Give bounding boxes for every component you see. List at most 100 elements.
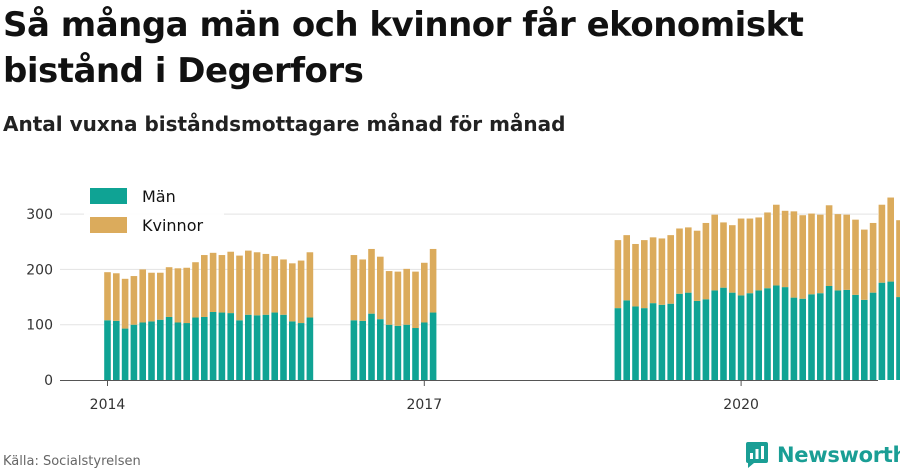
bar-män [685, 292, 692, 380]
bar-kvinnor [139, 269, 146, 323]
y-tick-label: 100 [26, 318, 53, 334]
bar-män [368, 313, 375, 380]
bar-kvinnor [676, 228, 683, 294]
bar-män [729, 292, 736, 380]
bar-män [174, 322, 182, 380]
bar-kvinnor [227, 251, 234, 314]
chart-title: Så många män och kvinnor får ekonomiskt … [3, 5, 804, 91]
bar-män [157, 319, 164, 380]
bar-män [165, 316, 173, 380]
legend: Män Kvinnor [84, 182, 224, 240]
bar-kvinnor [641, 240, 648, 309]
x-tick-label: 2020 [723, 397, 759, 413]
bar-kvinnor [720, 222, 727, 288]
x-tick-label: 2014 [90, 397, 126, 413]
bar-kvinnor [852, 219, 859, 295]
bar-kvinnor [183, 267, 190, 324]
bar-män [641, 308, 648, 380]
bar-kvinnor [658, 238, 666, 305]
bar-kvinnor [306, 252, 314, 318]
bar-kvinnor [359, 259, 366, 321]
axes: 01002003002014201720202022 [26, 207, 878, 413]
bar-män [201, 316, 208, 380]
bar-kvinnor [289, 263, 296, 322]
bar-kvinnor [236, 255, 243, 321]
bar-kvinnor [614, 240, 622, 309]
bar-män [218, 312, 226, 380]
bar-män [746, 293, 754, 380]
bar-kvinnor [253, 252, 261, 316]
bar-män [852, 294, 859, 380]
bar-kvinnor [157, 272, 164, 320]
bar-män [764, 288, 771, 380]
bar-kvinnor [799, 215, 806, 299]
bar-kvinnor [165, 267, 173, 317]
bar-kvinnor [878, 204, 886, 283]
bar-män [869, 292, 877, 380]
legend-swatch-kvinnor [90, 217, 127, 233]
bar-kvinnor [623, 235, 630, 301]
bar-kvinnor [817, 214, 824, 294]
bar-män [711, 290, 718, 380]
bar-kvinnor [121, 278, 129, 329]
x-tick-label: 2017 [406, 397, 442, 413]
brand-name: Newsworthy [777, 443, 900, 467]
bar-kvinnor [148, 272, 155, 322]
bar-kvinnor [271, 256, 278, 313]
bar-kvinnor [843, 214, 850, 290]
bar-kvinnor [746, 218, 754, 294]
chart-subtitle: Antal vuxna biståndsmottagare månad för … [3, 112, 566, 136]
y-tick-label: 300 [26, 207, 53, 223]
bar-kvinnor [377, 256, 384, 320]
bar-män [271, 312, 278, 380]
bar-män [253, 315, 261, 380]
bar-män [737, 295, 745, 380]
bar-män [667, 303, 674, 380]
bar-män [297, 323, 305, 380]
bar-kvinnor [737, 218, 745, 296]
bar-män [130, 324, 138, 380]
bar-kvinnor [869, 222, 877, 293]
bar-män [183, 323, 190, 380]
bar-män [412, 328, 419, 380]
bar-män [755, 290, 762, 380]
y-tick-label: 0 [44, 373, 53, 389]
bar-män [896, 297, 900, 380]
bar-kvinnor [130, 276, 138, 325]
bar-män [377, 319, 384, 380]
bar-kvinnor [429, 248, 437, 313]
bar-kvinnor [693, 230, 701, 301]
bar-kvinnor [781, 210, 789, 288]
bar-män [861, 299, 868, 380]
bar-män [209, 311, 217, 380]
bar-kvinnor [192, 262, 199, 318]
bar-kvinnor [887, 197, 894, 282]
bar-kvinnor [350, 255, 358, 321]
bar-kvinnor [755, 217, 762, 291]
bar-män [245, 314, 252, 380]
bar-kvinnor [297, 260, 305, 324]
bar-män [790, 297, 798, 380]
bar-kvinnor [790, 211, 798, 298]
bar-män [227, 313, 234, 380]
bar-män [280, 314, 287, 380]
bar-män [878, 282, 886, 380]
bar-män [421, 322, 428, 380]
bar-kvinnor [861, 229, 868, 300]
bar-män [394, 325, 402, 380]
bar-kvinnor [667, 235, 674, 304]
bar-män [693, 300, 701, 380]
source-note: Källa: Socialstyrelsen [3, 454, 141, 469]
bar-män [817, 293, 824, 380]
bar-kvinnor [711, 214, 718, 291]
bar-män [385, 324, 393, 380]
bar-män [113, 320, 120, 380]
bar-kvinnor [174, 268, 182, 323]
bar-kvinnor [368, 248, 375, 314]
bar-kvinnor [113, 273, 120, 321]
bar-män [632, 306, 639, 380]
bar-kvinnor [729, 225, 736, 293]
bar-kvinnor [403, 268, 410, 325]
bar-män [843, 289, 850, 380]
bar-män [808, 294, 815, 380]
